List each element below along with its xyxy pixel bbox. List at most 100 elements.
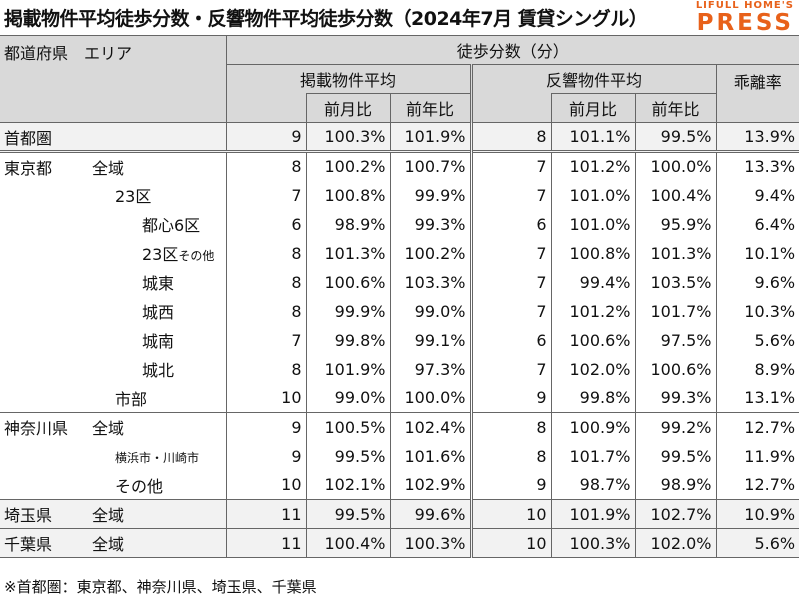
area-label: 全域 bbox=[92, 419, 125, 439]
divergence-cell: 11.9% bbox=[715, 441, 800, 471]
listing-avg-cell: 10 bbox=[225, 383, 306, 413]
listing-mom-cell: 100.8% bbox=[305, 180, 390, 210]
pref-label: 千葉県 bbox=[4, 535, 53, 554]
response-yoy-cell: 99.5% bbox=[634, 122, 716, 152]
area-cell: 城西 bbox=[0, 297, 226, 326]
response-avg-cell: 8 bbox=[469, 122, 551, 152]
area-cell: その他 bbox=[0, 471, 226, 500]
listing-mom-cell: 100.6% bbox=[305, 267, 390, 297]
listing-avg-cell: 9 bbox=[225, 441, 306, 471]
header-response-avg: 反響物件平均 bbox=[469, 64, 716, 94]
response-yoy-cell: 99.3% bbox=[634, 383, 716, 413]
response-yoy-cell: 101.3% bbox=[634, 238, 716, 268]
response-yoy-cell: 103.5% bbox=[634, 267, 716, 297]
table-row: 首都圏 9 100.3% 101.9% 8 101.1% 99.5% 13.9% bbox=[0, 122, 800, 152]
listing-avg-cell: 8 bbox=[225, 150, 306, 181]
pref-label: 首都圏 bbox=[4, 128, 53, 148]
response-yoy-cell: 100.0% bbox=[634, 150, 716, 181]
listing-mom-cell: 100.4% bbox=[305, 528, 390, 558]
response-avg-cell: 9 bbox=[469, 383, 551, 413]
divergence-cell: 8.9% bbox=[715, 354, 800, 384]
response-mom-cell: 101.1% bbox=[550, 122, 635, 152]
response-yoy-cell: 100.4% bbox=[634, 180, 716, 210]
listing-yoy-cell: 100.0% bbox=[389, 383, 471, 413]
listing-yoy-cell: 97.3% bbox=[389, 354, 471, 384]
area-label: 都心6区 bbox=[142, 216, 201, 235]
response-avg-cell: 7 bbox=[469, 267, 551, 297]
divergence-cell: 13.9% bbox=[715, 122, 800, 152]
table-row: その他 10 102.1% 102.9% 9 98.7% 98.9% 12.7% bbox=[0, 470, 800, 500]
listing-mom-cell: 102.1% bbox=[305, 470, 390, 500]
listing-yoy-cell: 99.1% bbox=[389, 325, 471, 355]
area-label: 城南 bbox=[142, 332, 175, 351]
listing-avg-cell: 11 bbox=[225, 528, 306, 558]
listing-yoy-cell: 100.7% bbox=[389, 150, 471, 181]
table-row: 城北 8 101.9% 97.3% 7 102.0% 100.6% 8.9% bbox=[0, 354, 800, 384]
listing-yoy-cell: 99.9% bbox=[389, 180, 471, 210]
pref-label: 東京都 bbox=[4, 158, 53, 178]
response-yoy-cell: 95.9% bbox=[634, 209, 716, 239]
listing-yoy-cell: 102.4% bbox=[389, 412, 471, 442]
area-label: 城北 bbox=[142, 361, 175, 380]
response-yoy-cell: 99.2% bbox=[634, 412, 716, 442]
divergence-cell: 9.4% bbox=[715, 180, 800, 210]
response-avg-cell: 7 bbox=[469, 150, 551, 181]
area-cell: 首都圏 bbox=[0, 123, 226, 152]
area-cell: 千葉県 全域 bbox=[0, 528, 226, 558]
header-mom-1: 前月比 bbox=[305, 93, 390, 123]
area-label: 城東 bbox=[142, 274, 175, 293]
listing-yoy-cell: 102.9% bbox=[389, 470, 471, 500]
header-blank-1 bbox=[225, 93, 306, 123]
header-area: 都道府県 エリア bbox=[0, 35, 226, 123]
response-yoy-cell: 102.0% bbox=[634, 528, 716, 558]
response-yoy-cell: 101.7% bbox=[634, 296, 716, 326]
area-cell: 城北 bbox=[0, 355, 226, 384]
table-row: 埼玉県 全域 11 99.5% 99.6% 10 101.9% 102.7% 10.9% bbox=[0, 499, 800, 529]
divergence-cell: 10.1% bbox=[715, 238, 800, 268]
divergence-cell: 12.7% bbox=[715, 470, 800, 500]
area-label: 全域 bbox=[92, 506, 125, 525]
table-row: 城西 8 99.9% 99.0% 7 101.2% 101.7% 10.3% bbox=[0, 296, 800, 326]
listing-avg-cell: 7 bbox=[225, 180, 306, 210]
response-avg-cell: 7 bbox=[469, 354, 551, 384]
response-mom-cell: 100.9% bbox=[550, 412, 635, 442]
table-row: 神奈川県 全域 9 100.5% 102.4% 8 100.9% 99.2% 12.7% bbox=[0, 412, 800, 442]
listing-mom-cell: 100.5% bbox=[305, 412, 390, 442]
listing-avg-cell: 8 bbox=[225, 238, 306, 268]
divergence-cell: 12.7% bbox=[715, 412, 800, 442]
logo-line2: PRESS bbox=[696, 10, 794, 36]
response-mom-cell: 98.7% bbox=[550, 470, 635, 500]
area-cell: 市部 bbox=[0, 384, 226, 413]
response-avg-cell: 10 bbox=[469, 499, 551, 529]
table-row: 23区 7 100.8% 99.9% 7 101.0% 100.4% 9.4% bbox=[0, 180, 800, 210]
area-cell: 横浜市・川崎市 bbox=[0, 442, 226, 471]
area-cell: 東京都 全域 bbox=[0, 150, 226, 181]
listing-avg-cell: 9 bbox=[225, 122, 306, 152]
area-label: 横浜市・川崎市 bbox=[115, 450, 200, 465]
area-label: 23区 bbox=[142, 245, 179, 264]
response-avg-cell: 6 bbox=[469, 209, 551, 239]
listing-avg-cell: 6 bbox=[225, 209, 306, 239]
brand-logo: LIFULL HOME'S PRESS bbox=[696, 0, 794, 36]
response-mom-cell: 101.9% bbox=[550, 499, 635, 529]
listing-avg-cell: 8 bbox=[225, 296, 306, 326]
table-row: 城南 7 99.8% 99.1% 6 100.6% 97.5% 5.6% bbox=[0, 325, 800, 355]
listing-avg-cell: 7 bbox=[225, 325, 306, 355]
response-mom-cell: 99.4% bbox=[550, 267, 635, 297]
area-cell: 城東 bbox=[0, 268, 226, 297]
listing-yoy-cell: 99.6% bbox=[389, 499, 471, 529]
listing-avg-cell: 11 bbox=[225, 499, 306, 529]
response-mom-cell: 101.2% bbox=[550, 150, 635, 181]
response-mom-cell: 100.3% bbox=[550, 528, 635, 558]
pref-label: 埼玉県 bbox=[4, 506, 53, 525]
table-row: 城東 8 100.6% 103.3% 7 99.4% 103.5% 9.6% bbox=[0, 267, 800, 297]
header-divergence: 乖離率 bbox=[715, 64, 800, 123]
response-avg-cell: 8 bbox=[469, 412, 551, 442]
response-yoy-cell: 100.6% bbox=[634, 354, 716, 384]
header-walk: 徒歩分数（分） bbox=[225, 35, 800, 65]
header-mom-2: 前月比 bbox=[550, 93, 635, 123]
response-yoy-cell: 102.7% bbox=[634, 499, 716, 529]
listing-mom-cell: 98.9% bbox=[305, 209, 390, 239]
listing-yoy-cell: 101.6% bbox=[389, 441, 471, 471]
header-yoy-1: 前年比 bbox=[389, 93, 471, 123]
